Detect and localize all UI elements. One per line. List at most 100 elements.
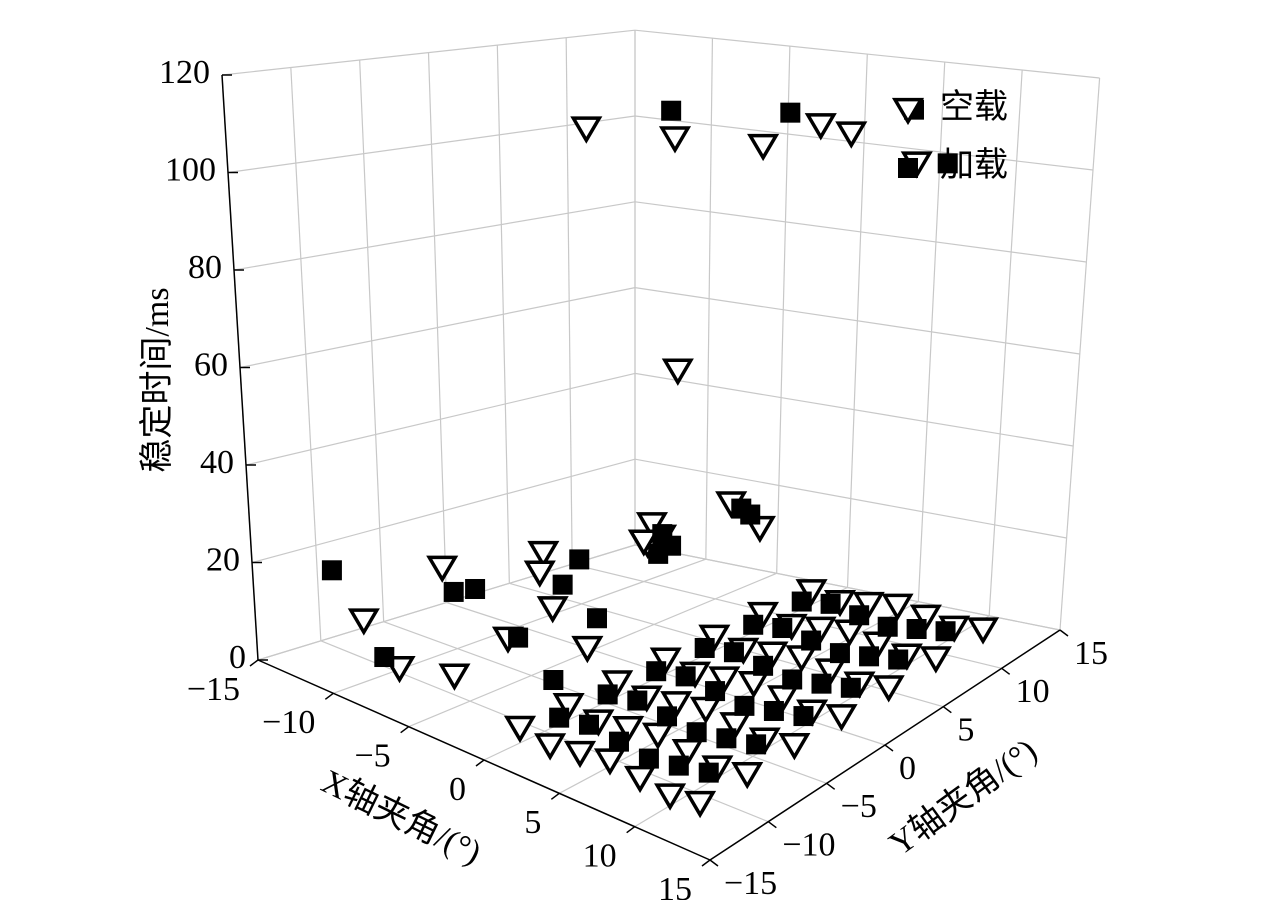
triangle-marker — [909, 604, 942, 632]
triangle-marker — [534, 733, 567, 761]
square-marker — [780, 102, 801, 123]
square-marker — [694, 637, 715, 658]
square-marker — [652, 524, 673, 545]
triangle-marker — [804, 113, 837, 141]
square-marker — [716, 728, 737, 749]
square-marker — [849, 605, 870, 626]
triangle-marker — [426, 555, 459, 583]
triangle-marker — [825, 704, 858, 732]
grid-line — [221, 29, 636, 76]
x-tick — [550, 792, 560, 800]
triangle-marker — [503, 715, 537, 744]
triangle-marker — [698, 624, 731, 652]
square-marker — [586, 608, 607, 629]
square-marker — [549, 707, 570, 728]
square-marker — [791, 591, 812, 612]
x-tick — [324, 692, 334, 700]
square-marker — [698, 762, 719, 783]
triangle-marker — [891, 97, 925, 126]
triangle-marker — [731, 761, 764, 790]
grid-line — [634, 372, 1074, 447]
x-tick-label: 0 — [449, 771, 466, 808]
triangle-marker — [966, 617, 1000, 645]
triangle-marker — [612, 716, 645, 744]
grid-line — [634, 287, 1080, 355]
triangle-marker — [660, 691, 693, 719]
square-marker — [675, 666, 696, 687]
z-tick-label: 100 — [165, 151, 216, 188]
triangle-marker — [804, 616, 837, 644]
z-tick-label: 20 — [206, 541, 240, 578]
triangle-marker — [919, 646, 952, 674]
square-marker — [638, 748, 659, 769]
triangle-marker — [552, 693, 585, 721]
square-marker — [859, 646, 880, 667]
triangle-marker — [627, 529, 660, 557]
square-marker — [763, 700, 784, 721]
z-axis-label: 稳定时间/ms — [138, 287, 176, 472]
triangle-marker — [570, 116, 603, 144]
square-marker — [801, 630, 822, 651]
square-marker — [597, 684, 618, 705]
square-marker — [552, 574, 573, 595]
y-tick — [826, 782, 836, 790]
triangle-marker — [835, 121, 868, 149]
y-tick — [942, 706, 952, 714]
square-marker — [569, 549, 590, 570]
legend-label: 空载 — [940, 88, 1008, 126]
y-tick-label: −5 — [841, 788, 877, 825]
y-tick — [884, 744, 894, 752]
square-marker — [465, 578, 486, 599]
z-tick-label: 80 — [188, 249, 222, 286]
square-marker — [772, 618, 793, 639]
z-tick-label: 0 — [229, 639, 246, 676]
triangle-marker — [438, 663, 471, 691]
y-tick — [1059, 629, 1069, 637]
square-marker — [793, 706, 814, 727]
square-marker — [578, 714, 599, 735]
square-marker — [321, 560, 342, 581]
triangle-marker — [649, 647, 682, 675]
square-marker — [374, 647, 395, 668]
x-tick — [249, 659, 259, 667]
triangle-marker — [571, 635, 604, 664]
triangle-marker — [601, 670, 634, 698]
square-marker — [705, 681, 726, 702]
square-marker — [508, 627, 529, 648]
square-marker — [740, 504, 761, 525]
triangle-marker — [658, 126, 692, 154]
square-marker — [937, 153, 958, 174]
x-tick — [475, 759, 485, 767]
square-marker — [829, 643, 850, 664]
grid-line — [634, 29, 1100, 79]
y-tick-label: 10 — [1016, 673, 1050, 710]
x-tick — [701, 859, 711, 867]
grid-line — [634, 458, 1067, 539]
square-marker — [935, 621, 956, 642]
square-marker — [888, 649, 909, 670]
triangle-marker — [523, 560, 556, 588]
series — [347, 113, 1000, 819]
grid-line — [239, 287, 636, 369]
triangle-marker — [746, 601, 780, 630]
x-tick-label: 15 — [658, 871, 692, 900]
grid-line — [227, 115, 636, 174]
square-marker — [668, 755, 689, 776]
grid-line — [233, 201, 636, 271]
x-tick — [400, 726, 410, 734]
grid-line — [245, 372, 636, 466]
triangle-marker — [347, 608, 380, 636]
triangle-marker — [756, 641, 789, 669]
triangle-marker — [536, 596, 569, 624]
x-tick-label: −10 — [262, 704, 315, 741]
square-marker — [820, 593, 841, 614]
square-marker — [608, 731, 629, 752]
triangle-marker — [778, 733, 811, 761]
square-marker — [443, 581, 464, 602]
y-tick — [709, 859, 719, 867]
triangle-marker — [872, 675, 905, 703]
square-marker — [657, 706, 678, 727]
x-tick-label: −5 — [354, 737, 390, 774]
z-tick-label: 120 — [159, 54, 210, 91]
triangle-marker — [527, 540, 560, 569]
